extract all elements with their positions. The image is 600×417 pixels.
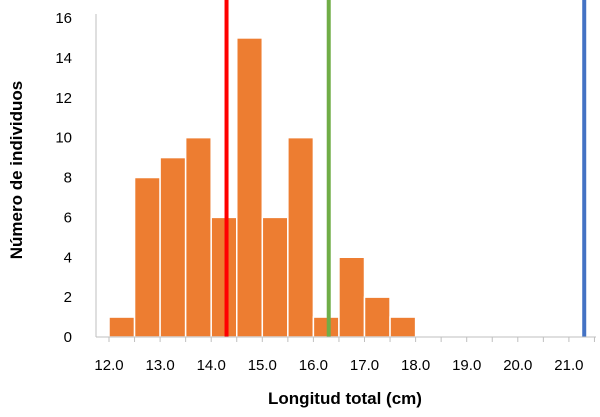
y-tick-label: 12: [55, 90, 72, 107]
x-tick-labels: 12.0 13.0 14.0 15.0 16.0 17.0 18.0 19.0 20.0 21.0: [94, 357, 583, 374]
x-tick-label: 17.0: [350, 357, 379, 374]
x-tick-label: 15.0: [248, 357, 277, 374]
x-tick-label: 13.0: [145, 357, 174, 374]
x-axis-label: Longitud total (cm): [268, 389, 422, 408]
x-tick-label: 16.0: [299, 357, 328, 374]
reference-lines-group: [224, 0, 587, 337]
histogram-bar: [363, 296, 391, 338]
histogram-bar: [159, 156, 187, 338]
y-tick-label: 10: [55, 130, 72, 147]
y-tick-label: 8: [64, 170, 72, 187]
x-tick-label: 20.0: [503, 357, 532, 374]
histogram-bar: [312, 316, 340, 338]
x-tick-label: 12.0: [94, 357, 123, 374]
y-tick-label: 4: [64, 249, 72, 266]
y-tick-label: 14: [55, 50, 72, 67]
histogram-bar: [261, 216, 289, 338]
y-tick-labels: 0 2 4 6 8 10 12 14 16: [55, 10, 72, 346]
y-axis-label: Número de individuos: [7, 81, 26, 260]
histogram-bar: [184, 136, 212, 338]
bars-group: [108, 37, 417, 338]
x-tick-label: 18.0: [401, 357, 430, 374]
x-tick-label: 19.0: [452, 357, 481, 374]
y-tick-label: 2: [64, 289, 72, 306]
histogram-bar: [287, 136, 315, 338]
histogram-bar: [389, 316, 417, 338]
histogram-bar: [210, 216, 238, 338]
histogram-bar: [236, 37, 264, 338]
histogram-bar: [338, 256, 366, 338]
x-tick-label: 14.0: [197, 357, 226, 374]
histogram-bar: [133, 176, 161, 338]
x-tick-label: 21.0: [554, 357, 583, 374]
axes-group: [95, 14, 596, 342]
histogram-bar: [108, 316, 136, 338]
y-tick-label: 16: [55, 10, 72, 27]
y-tick-label: 0: [64, 329, 72, 346]
y-tick-label: 6: [64, 209, 72, 226]
